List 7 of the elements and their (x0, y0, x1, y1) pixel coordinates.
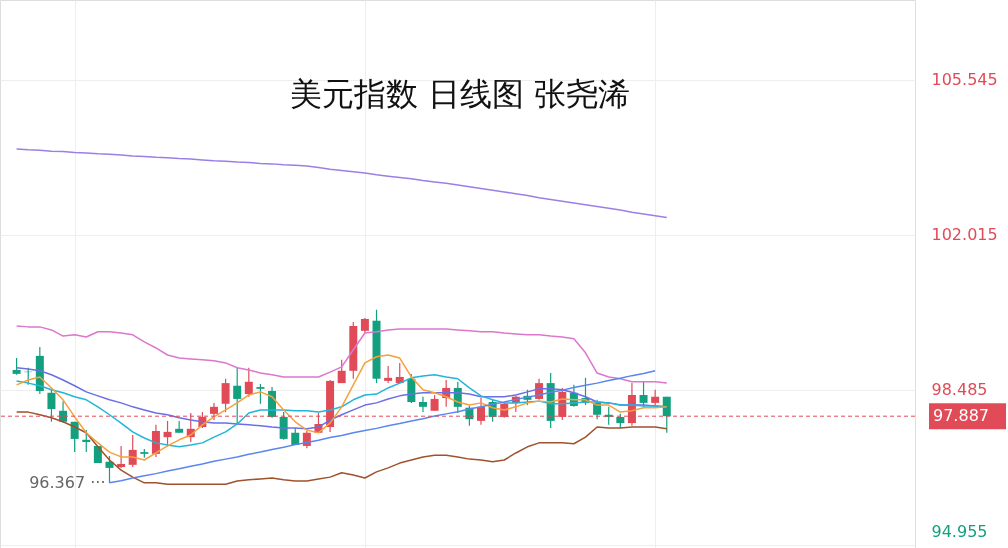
y-tick-label: 94.955 (931, 521, 988, 541)
y-tick-label: 102.015 (931, 225, 998, 245)
y-tick-label: 105.545 (931, 70, 998, 90)
y-tick-label: 98.485 (931, 380, 988, 400)
text: 美元指数 日线图 张尧浠 (289, 75, 631, 113)
annotation: 96.367 ··· (29, 472, 106, 492)
ref-line-label: 97.887 (933, 406, 989, 426)
